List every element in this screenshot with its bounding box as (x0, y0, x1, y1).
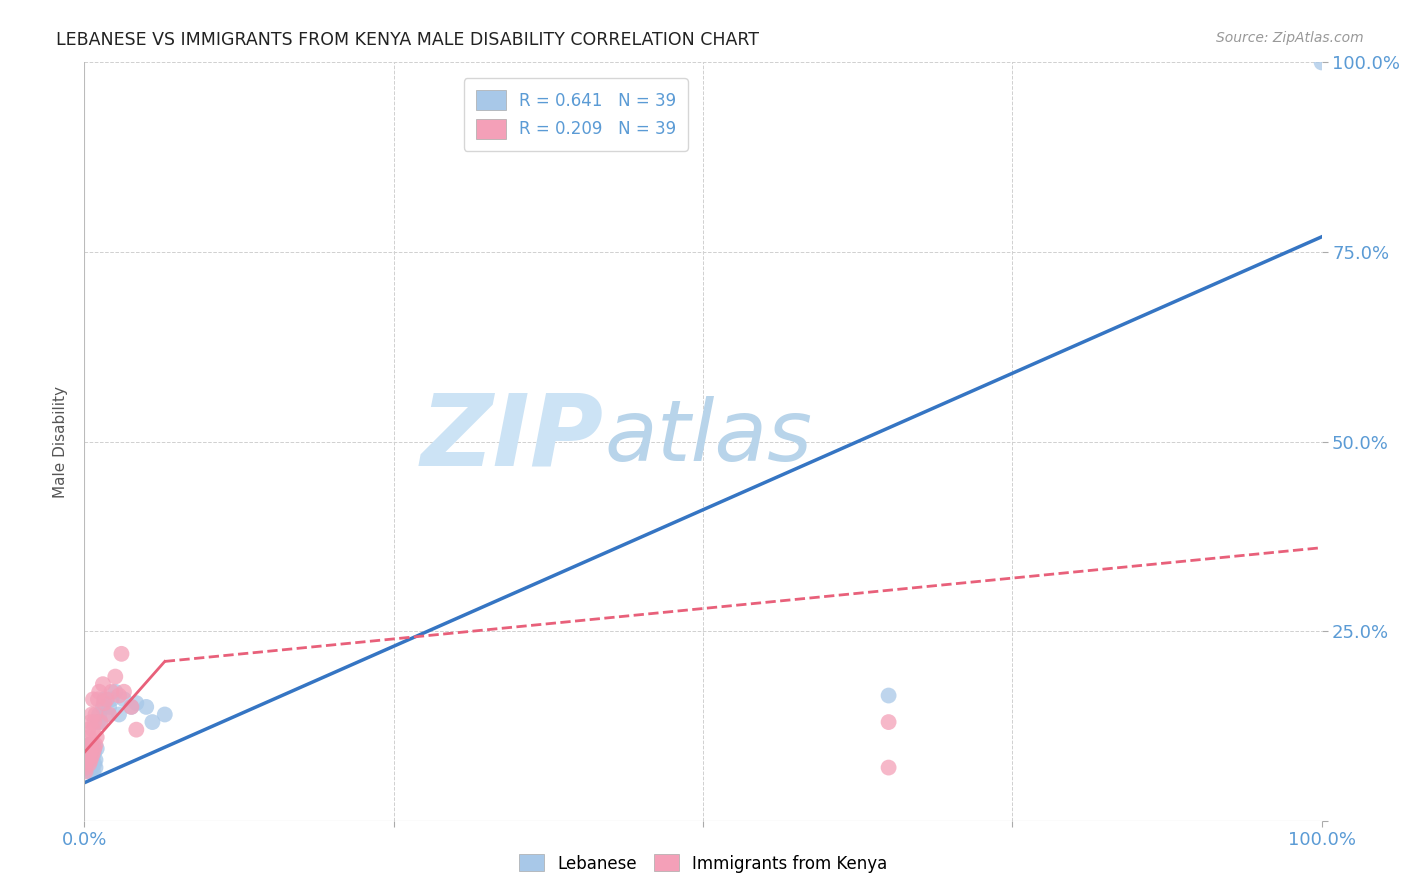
Point (83, 741, 105, 756)
Point (125, 696, 148, 710)
Point (84, 738, 107, 752)
Point (112, 685, 135, 699)
Point (86, 730, 108, 744)
Point (75, 760, 97, 774)
Point (83, 715, 105, 730)
Point (877, 715, 900, 730)
Point (84, 707, 107, 722)
Text: ZIP: ZIP (420, 389, 605, 486)
Point (110, 647, 132, 661)
Point (82, 738, 104, 752)
Point (93, 696, 115, 710)
Point (75, 764, 97, 779)
Point (79, 746, 101, 760)
Point (82, 749, 104, 764)
Point (120, 699, 142, 714)
Text: LEBANESE VS IMMIGRANTS FROM KENYA MALE DISABILITY CORRELATION CHART: LEBANESE VS IMMIGRANTS FROM KENYA MALE D… (56, 31, 759, 49)
Text: Source: ZipAtlas.com: Source: ZipAtlas.com (1216, 31, 1364, 45)
Point (87, 715, 110, 730)
Point (89, 715, 111, 730)
Point (76, 749, 98, 764)
Point (76, 753, 98, 767)
Point (82, 746, 104, 760)
Point (86, 741, 108, 756)
Point (79, 738, 101, 752)
Point (91, 699, 114, 714)
Legend: Lebanese, Immigrants from Kenya: Lebanese, Immigrants from Kenya (512, 847, 894, 880)
Point (77, 749, 100, 764)
Point (84, 753, 107, 767)
Point (96, 707, 118, 722)
Point (877, 689, 900, 703)
Point (108, 689, 131, 703)
Point (108, 707, 131, 722)
Point (80, 707, 103, 722)
Point (104, 685, 127, 699)
Point (100, 692, 122, 706)
Point (79, 715, 101, 730)
Point (89, 715, 111, 730)
Point (77, 723, 100, 737)
Point (84, 760, 107, 774)
Point (89, 685, 111, 699)
Point (80, 741, 103, 756)
Point (120, 699, 142, 714)
Point (80, 749, 103, 764)
Point (77, 746, 100, 760)
Point (77, 741, 100, 756)
Point (98, 699, 121, 714)
Point (79, 738, 101, 752)
Point (82, 692, 104, 706)
Point (104, 669, 127, 683)
Point (77, 738, 100, 752)
Point (141, 715, 163, 730)
Point (100, 685, 122, 699)
Point (83, 756, 105, 771)
Point (75, 764, 97, 779)
Point (82, 723, 104, 737)
Point (83, 746, 105, 760)
Point (79, 756, 101, 771)
Point (125, 723, 148, 737)
Point (79, 730, 101, 744)
Point (98, 707, 121, 722)
Y-axis label: Male Disability: Male Disability (53, 385, 69, 498)
Point (79, 753, 101, 767)
Point (79, 756, 101, 771)
Point (79, 746, 101, 760)
Legend: R = 0.641   N = 39, R = 0.209   N = 39: R = 0.641 N = 39, R = 0.209 N = 39 (464, 78, 688, 151)
Point (153, 707, 176, 722)
Point (82, 764, 104, 779)
Point (80, 753, 103, 767)
Point (89, 707, 111, 722)
Text: atlas: atlas (605, 396, 813, 479)
Point (77, 760, 100, 774)
Point (79, 764, 101, 779)
Point (1310, 55, 1333, 70)
Point (76, 746, 98, 760)
Point (76, 760, 98, 774)
Point (135, 699, 157, 714)
Point (79, 753, 101, 767)
Point (93, 692, 115, 706)
Point (877, 760, 900, 774)
Point (87, 692, 110, 706)
Point (91, 677, 114, 691)
Point (96, 692, 118, 706)
Point (112, 692, 135, 706)
